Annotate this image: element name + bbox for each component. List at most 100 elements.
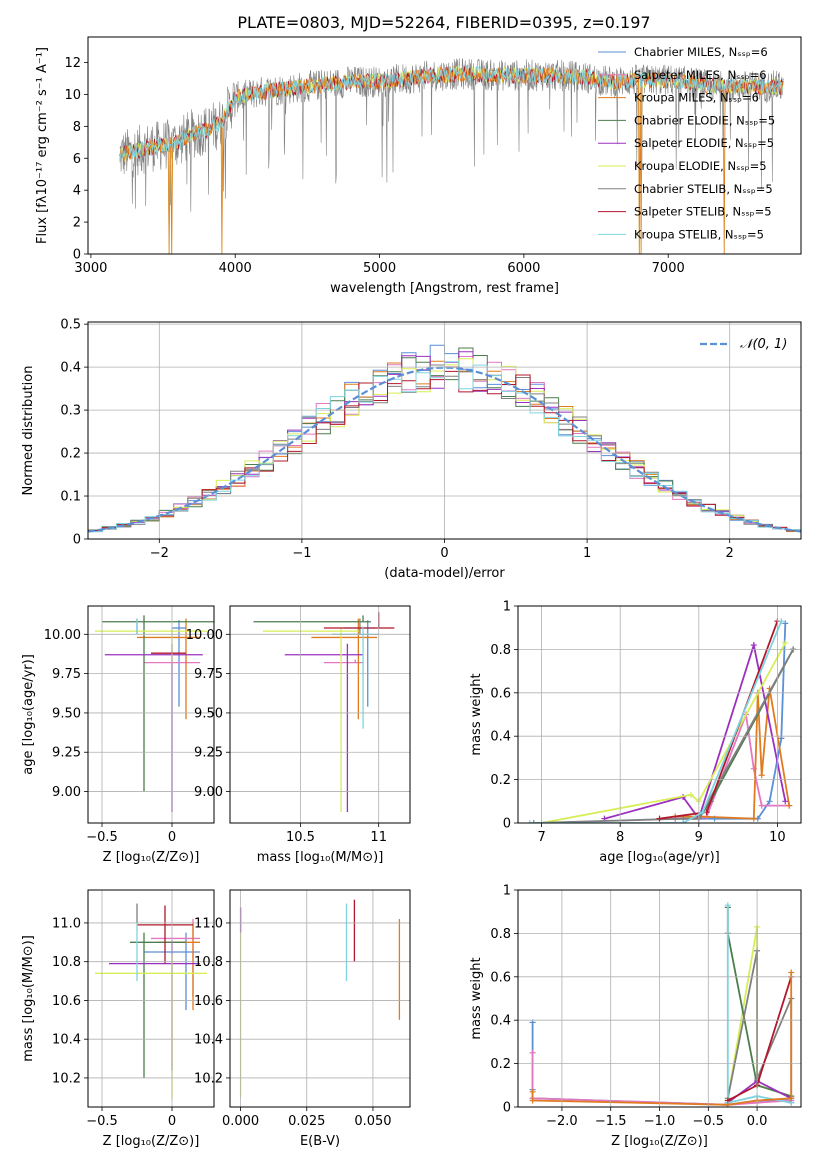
y-tick-label: 0.4: [490, 1014, 511, 1029]
x-tick-label: 0: [440, 546, 448, 561]
spectrum-marks: [119, 58, 784, 254]
y-tick-label: 9.50: [194, 706, 223, 721]
series-point-sa_elodie: [782, 798, 789, 805]
y-tick-label: 9.75: [194, 667, 223, 682]
y-tick-label: 0: [73, 533, 81, 548]
y-tick-label: 0: [503, 1101, 511, 1116]
legend-label-ch_miles: Chabrier MILES, Nₛₛₚ=6: [634, 45, 768, 59]
y-tick-label: 1: [503, 884, 511, 899]
mass_vs_ebv-frame: [229, 889, 411, 1108]
x-tick-label: 3000: [74, 261, 107, 276]
x-tick-label: −1.0: [644, 1114, 676, 1129]
y-tick-label: 0.8: [490, 927, 511, 942]
legend-label-sa_miles: Salpeter MILES, Nₛₛₚ=6: [634, 68, 767, 82]
x-tick-label: 5000: [363, 261, 396, 276]
series-line-kr_miles: [675, 688, 791, 820]
y-tick-label: 10: [64, 88, 81, 103]
series-point-sa_elodie: [750, 642, 757, 649]
x-axis-label: E(B-V): [300, 1134, 340, 1149]
y-tick-label: 10.4: [52, 1033, 81, 1048]
x-tick-label: 7000: [652, 261, 685, 276]
y-tick-label: 10.2: [194, 1071, 223, 1086]
spectrum-frame: [87, 36, 802, 255]
y-tick-label: 10.6: [194, 994, 223, 1009]
figure-title: PLATE=0803, MJD=52264, FIBERID=0395, z=0…: [237, 13, 650, 32]
age_vs_mass-panel: 10.5 11 9.00 9.25 9.50 9.75 10.00 mass [log₁₀(M…: [186, 605, 411, 865]
y-tick-label: 0.4: [490, 730, 511, 745]
x-tick-label: 0.050: [354, 1114, 391, 1129]
age_vs_z-panel: −0.5 0 9.00 9.25 9.50 9.75 10.00 Z [log₁₀(Z/Z⊙)…: [21, 605, 215, 865]
legend-label-kr_elodie: Kroupa ELODIE, Nₛₛₚ=5: [634, 159, 767, 173]
y-tick-label: 10.8: [52, 955, 81, 970]
x-tick-label: −0.5: [86, 1114, 118, 1129]
x-tick-label: −0.5: [86, 830, 118, 845]
x-axis-label: Z [log₁₀(Z/Z⊙)]: [611, 1134, 708, 1149]
x-tick-label: 8: [616, 830, 624, 845]
y-axis-label: Normed distribution: [21, 366, 36, 496]
series-point-kr_elodie: [782, 639, 789, 646]
series-point-kr_stelib: [680, 820, 687, 823]
x-tick-label: 9: [695, 830, 703, 845]
y-tick-label: 9.00: [194, 785, 223, 800]
y-tick-label: 0.1: [60, 490, 81, 505]
y-tick-label: 0.8: [490, 643, 511, 658]
x-tick-label: 10.5: [286, 830, 315, 845]
series-point-kr_miles: [529, 1088, 536, 1095]
mass_vs_ebv-marks: [239, 899, 401, 1098]
series-point-kr_stelib: [724, 902, 731, 909]
y-tick-label: 11.0: [52, 916, 81, 931]
y-tick-label: 10.2: [52, 1071, 81, 1086]
y-tick-label: 0.2: [60, 447, 81, 462]
y-tick-label: 10.00: [44, 628, 81, 643]
y-tick-label: 6: [73, 152, 81, 167]
legend-label-sa_elodie: Salpeter ELODIE, Nₛₛₚ=5: [634, 136, 774, 150]
series-line-ch_elodie: [726, 907, 792, 1098]
mass_vs_z-panel: −0.5 0 10.2 10.4 10.6 10.8 11.0 Z [log₁₀(Z/Z⊙)]…: [21, 889, 215, 1149]
y-tick-label: 9.75: [52, 667, 81, 682]
y-tick-label: 10.8: [194, 955, 223, 970]
series-point-kr_miles: [750, 815, 757, 822]
spectrum-model-line-kr_stelib: [119, 65, 784, 163]
x-axis-label: age [log₁₀(age/yr)]: [599, 850, 720, 865]
y-axis-label: age [log₁₀(age/yr)]: [21, 654, 36, 775]
x-axis-label: Z [log₁₀(Z/Z⊙)]: [103, 850, 200, 865]
series-point-kr_stelib: [699, 809, 706, 816]
y-tick-label: 0.5: [60, 318, 81, 333]
x-axis-label: wavelength [Angstrom, rest frame]: [330, 281, 559, 296]
legend-label-sa_stelib: Salpeter STELIB, Nₛₛₚ=5: [634, 205, 772, 219]
x-tick-label: 6000: [507, 261, 540, 276]
age_vs_z-frame: [87, 605, 215, 824]
series-point-kr_stelib: [778, 618, 785, 625]
y-tick-label: 12: [64, 56, 81, 71]
y-tick-label: 0.6: [490, 970, 511, 985]
y-tick-label: 9.50: [52, 706, 81, 721]
x-tick-label: 0.0: [747, 1114, 768, 1129]
y-tick-label: 10.00: [186, 628, 223, 643]
y-tick-label: 11.0: [194, 916, 223, 931]
series-point-kr_miles: [758, 772, 765, 779]
series-point-sa_miles: [529, 1049, 536, 1056]
series-point-sa_miles: [758, 802, 765, 809]
spectrum-legend: Chabrier MILES, Nₛₛₚ=6 Salpeter MILES, Nₛ…: [598, 45, 775, 241]
spectrum-panel: 3000 4000 5000 6000 7000 0 2 4 6 8 10 12 wavelength …: [35, 36, 802, 296]
mass_vs_z-marks: [95, 903, 207, 1100]
series-line-kr_elodie: [541, 642, 787, 823]
y-tick-label: 0.4: [60, 361, 81, 376]
x-tick-label: 2: [726, 546, 734, 561]
x-tick-label: −1.5: [595, 1114, 627, 1129]
mass_vs_z-frame: [87, 889, 215, 1108]
y-tick-label: 10.6: [52, 994, 81, 1009]
y-tick-label: 1: [503, 600, 511, 615]
series-point-ch_stelib: [530, 820, 537, 823]
legend-label-kr_stelib: Kroupa STELIB, Nₛₛₚ=5: [634, 227, 764, 241]
legend-label-ch_elodie: Chabrier ELODIE, Nₛₛₚ=5: [634, 113, 775, 127]
residuals-frame: [87, 321, 802, 540]
residuals-panel: −2 −1 0 1 2 0 0.1 0.2 0.3 0.4 0.5 (data-model)/erro…: [21, 318, 802, 581]
series-point-kr_stelib: [526, 820, 533, 823]
x-tick-label: 0: [168, 830, 176, 845]
series-point-kr_miles: [788, 1095, 795, 1102]
series-line-sa_miles: [675, 710, 790, 820]
x-axis-label: mass [log₁₀(M/M⊙)]: [257, 850, 384, 865]
x-axis-label: (data-model)/error: [384, 566, 505, 581]
